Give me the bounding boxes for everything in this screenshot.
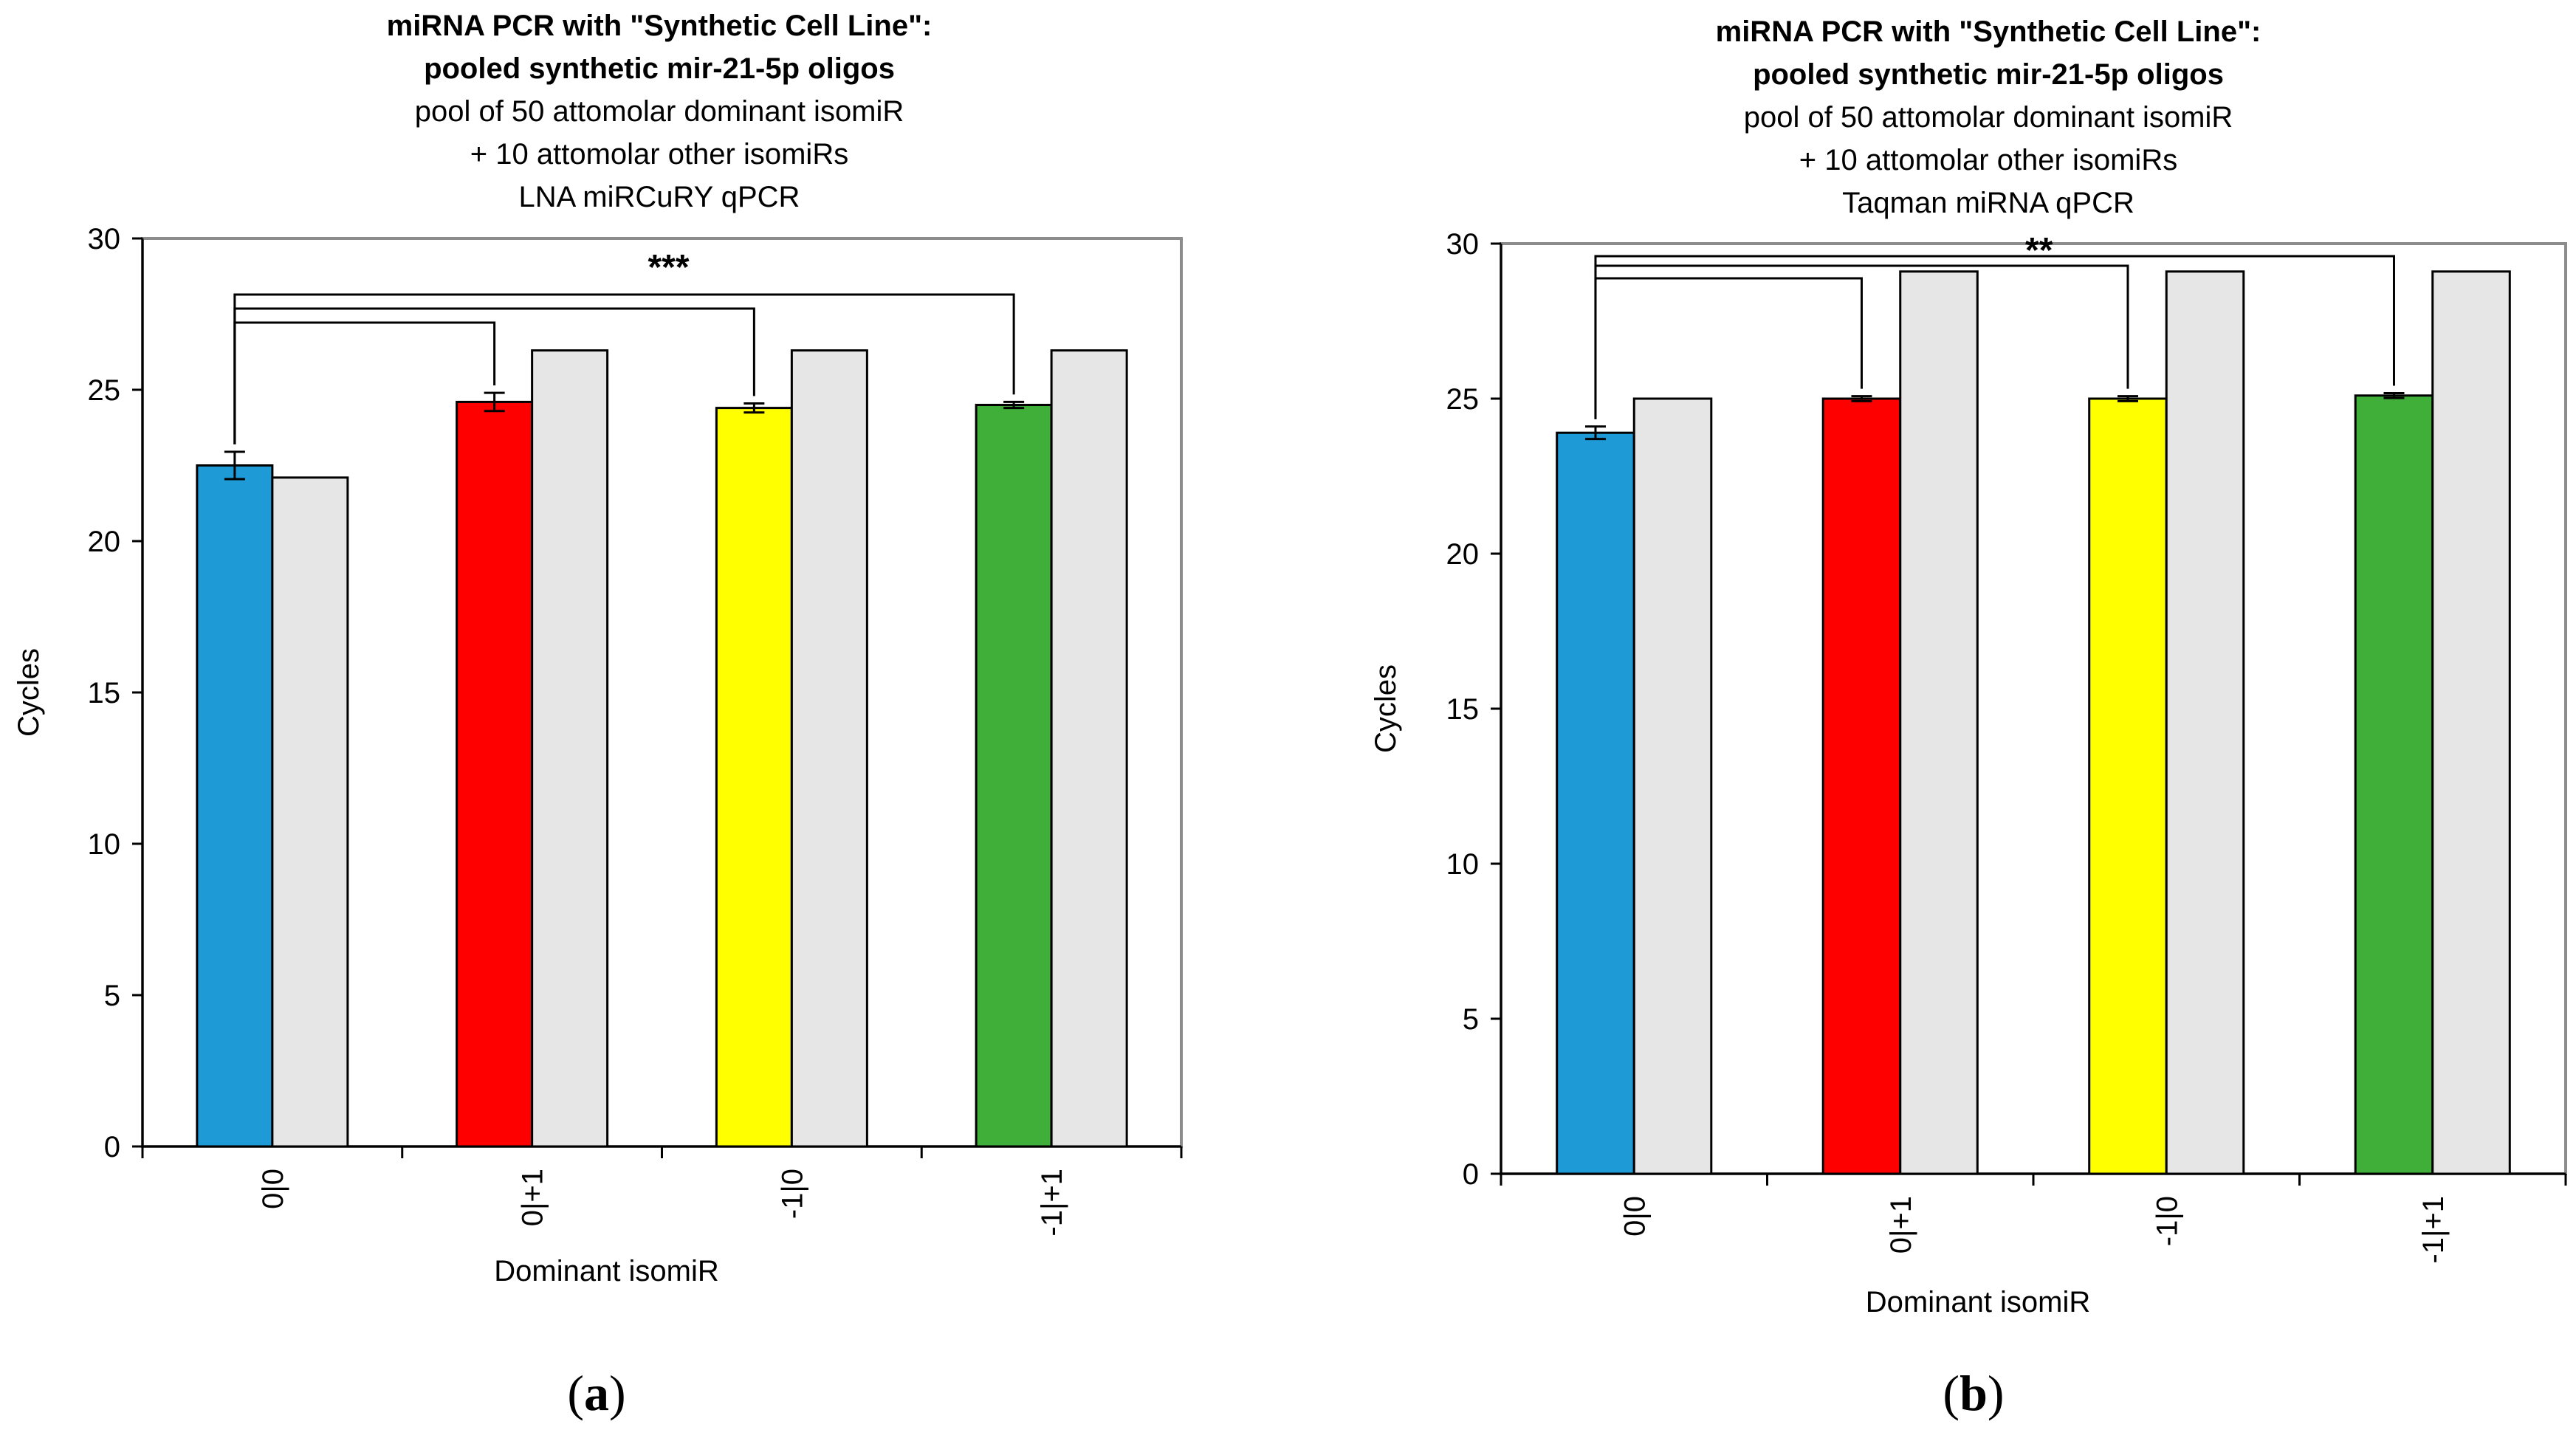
- bar-other-isomirs: [531, 349, 609, 1148]
- panel-label-close-paren: ): [1988, 1365, 2005, 1421]
- bar-dominant-isomir: [2354, 394, 2434, 1175]
- chart-subtitle-line: + 10 attomolar other isomiRs: [470, 138, 848, 171]
- chart-subtitle-line: LNA miRCuRY qPCR: [519, 181, 800, 213]
- x-category-label: 0|+1: [1885, 1196, 1917, 1253]
- significance-bracket: [1594, 255, 2395, 419]
- y-tick-label: 10: [88, 828, 121, 861]
- y-tick-label: 20: [88, 526, 121, 558]
- significance-bracket: [233, 293, 1015, 445]
- y-tick-label: 5: [1463, 1003, 1479, 1036]
- x-category-label: 0|0: [257, 1169, 289, 1209]
- chart-title-bold-line: pooled synthetic mir-21-5p oligos: [424, 52, 895, 85]
- y-tick-label: 10: [1446, 848, 1480, 881]
- x-category-label: -1|+1: [1036, 1169, 1068, 1237]
- y-tick-label: 30: [1446, 228, 1480, 261]
- y-tick-label: 20: [1446, 538, 1480, 571]
- panel-label: (b): [1943, 1365, 2004, 1421]
- bar-dominant-isomir: [2088, 397, 2168, 1175]
- chart-panel-a: 0 5 10 15 20 25 30 0|0 0|+1 -1|0 -1|+1 *** miRNA PCR…: [13, 10, 1183, 1421]
- x-category-label: -1|0: [776, 1169, 808, 1219]
- y-tick-label: 15: [88, 677, 121, 709]
- panel-label-letter: b: [1960, 1365, 1988, 1421]
- chart-subtitle-line: pool of 50 attomolar dominant isomiR: [1744, 101, 2233, 134]
- bar-dominant-isomir: [715, 407, 793, 1148]
- bar-dominant-isomir: [1556, 431, 1635, 1175]
- significance-label: **: [2025, 231, 2053, 270]
- x-axis-label: Dominant isomiR: [494, 1255, 719, 1287]
- bar-dominant-isomir: [196, 464, 274, 1148]
- y-axis-label: Cycles: [13, 648, 45, 737]
- chart-title-bold-line: pooled synthetic mir-21-5p oligos: [1753, 58, 2224, 91]
- y-tick-label: 5: [104, 980, 120, 1012]
- x-category-label: 0|+1: [517, 1169, 549, 1226]
- bar-other-isomirs: [271, 476, 349, 1148]
- y-tick-label: 0: [104, 1131, 120, 1163]
- y-tick-label: 25: [1446, 383, 1480, 416]
- bar-dominant-isomir: [456, 400, 534, 1148]
- bar-other-isomirs: [1050, 349, 1128, 1148]
- panel-label: (a): [567, 1365, 625, 1421]
- chart-title-bold-line: miRNA PCR with "Synthetic Cell Line":: [387, 10, 932, 42]
- chart-panel-b: 0 5 10 15 20 25 30 0|0 0|+1 -1|0 -1|+1 ** miRNA PCR …: [1370, 16, 2567, 1421]
- bar-dominant-isomir: [975, 404, 1053, 1148]
- significance-label: ***: [648, 248, 689, 287]
- chart-subtitle-line: pool of 50 attomolar dominant isomiR: [415, 95, 904, 128]
- panel-label-letter: a: [584, 1365, 609, 1421]
- bar-other-isomirs: [790, 349, 868, 1148]
- y-tick-label: 15: [1446, 693, 1480, 726]
- panel-label-open-paren: (: [1943, 1365, 1960, 1421]
- y-axis-label: Cycles: [1370, 664, 1402, 753]
- panel-label-open-paren: (: [567, 1365, 584, 1421]
- x-axis-label: Dominant isomiR: [1866, 1286, 2091, 1318]
- panel-label-close-paren: ): [609, 1365, 626, 1421]
- bar-dominant-isomir: [1821, 397, 1902, 1175]
- x-category-label: -1|0: [2151, 1196, 2183, 1246]
- x-category-label: -1|+1: [2417, 1196, 2450, 1264]
- y-tick-label: 25: [88, 374, 121, 407]
- bar-other-isomirs: [1899, 270, 1979, 1175]
- y-tick-label: 30: [88, 223, 121, 255]
- chart-subtitle-line: Taqman miRNA qPCR: [1842, 187, 2134, 219]
- x-category-label: 0|0: [1618, 1196, 1651, 1237]
- chart-subtitle-line: + 10 attomolar other isomiRs: [1799, 144, 2177, 176]
- chart-title-bold-line: miRNA PCR with "Synthetic Cell Line":: [1716, 16, 2261, 48]
- y-tick-label: 0: [1463, 1158, 1479, 1191]
- bar-other-isomirs: [1632, 397, 1713, 1175]
- bar-other-isomirs: [2431, 270, 2511, 1175]
- bar-other-isomirs: [2165, 270, 2245, 1175]
